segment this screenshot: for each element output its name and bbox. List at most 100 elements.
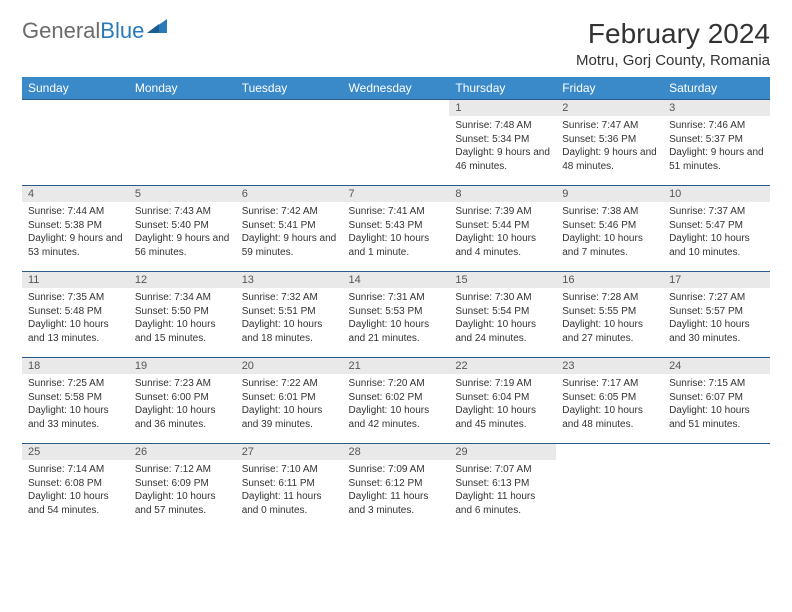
calendar-day-cell (236, 100, 343, 186)
sunrise-text: Sunrise: 7:31 AM (349, 291, 444, 305)
page-header: GeneralBlue February 2024 Motru, Gorj Co… (22, 18, 770, 69)
day-details: Sunrise: 7:34 AMSunset: 5:50 PMDaylight:… (129, 288, 236, 351)
day-number: 12 (129, 272, 236, 288)
day-details: Sunrise: 7:47 AMSunset: 5:36 PMDaylight:… (556, 116, 663, 179)
day-number (343, 100, 450, 116)
sunrise-text: Sunrise: 7:32 AM (242, 291, 337, 305)
month-title: February 2024 (576, 18, 770, 50)
calendar-day-cell: 27Sunrise: 7:10 AMSunset: 6:11 PMDayligh… (236, 444, 343, 530)
calendar-day-cell: 20Sunrise: 7:22 AMSunset: 6:01 PMDayligh… (236, 358, 343, 444)
day-number: 23 (556, 358, 663, 374)
brand-part1: General (22, 18, 100, 44)
sunset-text: Sunset: 6:01 PM (242, 391, 337, 405)
daylight-text: Daylight: 10 hours and 18 minutes. (242, 318, 337, 345)
sunrise-text: Sunrise: 7:27 AM (669, 291, 764, 305)
calendar-day-cell: 16Sunrise: 7:28 AMSunset: 5:55 PMDayligh… (556, 272, 663, 358)
daylight-text: Daylight: 10 hours and 15 minutes. (135, 318, 230, 345)
day-details: Sunrise: 7:27 AMSunset: 5:57 PMDaylight:… (663, 288, 770, 351)
calendar-day-cell: 24Sunrise: 7:15 AMSunset: 6:07 PMDayligh… (663, 358, 770, 444)
day-number: 7 (343, 186, 450, 202)
sunrise-text: Sunrise: 7:07 AM (455, 463, 550, 477)
calendar-day-cell: 12Sunrise: 7:34 AMSunset: 5:50 PMDayligh… (129, 272, 236, 358)
sunset-text: Sunset: 6:04 PM (455, 391, 550, 405)
day-number: 29 (449, 444, 556, 460)
daylight-text: Daylight: 9 hours and 46 minutes. (455, 146, 550, 173)
day-number: 19 (129, 358, 236, 374)
day-details (663, 460, 770, 469)
daylight-text: Daylight: 9 hours and 48 minutes. (562, 146, 657, 173)
sunrise-text: Sunrise: 7:34 AM (135, 291, 230, 305)
day-number: 8 (449, 186, 556, 202)
day-number (129, 100, 236, 116)
day-number: 20 (236, 358, 343, 374)
day-details: Sunrise: 7:17 AMSunset: 6:05 PMDaylight:… (556, 374, 663, 437)
day-details: Sunrise: 7:48 AMSunset: 5:34 PMDaylight:… (449, 116, 556, 179)
daylight-text: Daylight: 10 hours and 33 minutes. (28, 404, 123, 431)
sunset-text: Sunset: 6:13 PM (455, 477, 550, 491)
calendar-day-cell: 19Sunrise: 7:23 AMSunset: 6:00 PMDayligh… (129, 358, 236, 444)
weekday-header: Monday (129, 77, 236, 100)
day-details: Sunrise: 7:38 AMSunset: 5:46 PMDaylight:… (556, 202, 663, 265)
sunset-text: Sunset: 5:58 PM (28, 391, 123, 405)
sunset-text: Sunset: 6:11 PM (242, 477, 337, 491)
sunset-text: Sunset: 5:51 PM (242, 305, 337, 319)
sunrise-text: Sunrise: 7:37 AM (669, 205, 764, 219)
calendar-day-cell: 23Sunrise: 7:17 AMSunset: 6:05 PMDayligh… (556, 358, 663, 444)
day-details (22, 116, 129, 125)
sunset-text: Sunset: 6:05 PM (562, 391, 657, 405)
calendar-table: Sunday Monday Tuesday Wednesday Thursday… (22, 77, 770, 530)
daylight-text: Daylight: 9 hours and 56 minutes. (135, 232, 230, 259)
day-details: Sunrise: 7:19 AMSunset: 6:04 PMDaylight:… (449, 374, 556, 437)
day-details (556, 460, 663, 469)
sunrise-text: Sunrise: 7:15 AM (669, 377, 764, 391)
daylight-text: Daylight: 11 hours and 0 minutes. (242, 490, 337, 517)
sunset-text: Sunset: 5:54 PM (455, 305, 550, 319)
day-number: 16 (556, 272, 663, 288)
day-details (343, 116, 450, 125)
daylight-text: Daylight: 10 hours and 36 minutes. (135, 404, 230, 431)
calendar-day-cell: 8Sunrise: 7:39 AMSunset: 5:44 PMDaylight… (449, 186, 556, 272)
calendar-day-cell: 25Sunrise: 7:14 AMSunset: 6:08 PMDayligh… (22, 444, 129, 530)
day-details: Sunrise: 7:44 AMSunset: 5:38 PMDaylight:… (22, 202, 129, 265)
sunrise-text: Sunrise: 7:42 AM (242, 205, 337, 219)
day-number: 25 (22, 444, 129, 460)
sunrise-text: Sunrise: 7:43 AM (135, 205, 230, 219)
day-details: Sunrise: 7:14 AMSunset: 6:08 PMDaylight:… (22, 460, 129, 523)
weekday-header: Sunday (22, 77, 129, 100)
day-details: Sunrise: 7:07 AMSunset: 6:13 PMDaylight:… (449, 460, 556, 523)
sunrise-text: Sunrise: 7:22 AM (242, 377, 337, 391)
sunrise-text: Sunrise: 7:30 AM (455, 291, 550, 305)
sunset-text: Sunset: 5:43 PM (349, 219, 444, 233)
sunset-text: Sunset: 5:57 PM (669, 305, 764, 319)
day-number: 4 (22, 186, 129, 202)
sunrise-text: Sunrise: 7:19 AM (455, 377, 550, 391)
calendar-day-cell: 29Sunrise: 7:07 AMSunset: 6:13 PMDayligh… (449, 444, 556, 530)
daylight-text: Daylight: 10 hours and 21 minutes. (349, 318, 444, 345)
day-details: Sunrise: 7:37 AMSunset: 5:47 PMDaylight:… (663, 202, 770, 265)
sunrise-text: Sunrise: 7:28 AM (562, 291, 657, 305)
sunset-text: Sunset: 5:47 PM (669, 219, 764, 233)
daylight-text: Daylight: 10 hours and 7 minutes. (562, 232, 657, 259)
calendar-day-cell: 21Sunrise: 7:20 AMSunset: 6:02 PMDayligh… (343, 358, 450, 444)
calendar-day-cell (556, 444, 663, 530)
sunrise-text: Sunrise: 7:17 AM (562, 377, 657, 391)
sunset-text: Sunset: 5:46 PM (562, 219, 657, 233)
calendar-day-cell: 10Sunrise: 7:37 AMSunset: 5:47 PMDayligh… (663, 186, 770, 272)
day-details: Sunrise: 7:41 AMSunset: 5:43 PMDaylight:… (343, 202, 450, 265)
calendar-day-cell: 6Sunrise: 7:42 AMSunset: 5:41 PMDaylight… (236, 186, 343, 272)
sunset-text: Sunset: 5:50 PM (135, 305, 230, 319)
location-label: Motru, Gorj County, Romania (576, 52, 770, 69)
calendar-day-cell: 3Sunrise: 7:46 AMSunset: 5:37 PMDaylight… (663, 100, 770, 186)
daylight-text: Daylight: 10 hours and 10 minutes. (669, 232, 764, 259)
day-number: 13 (236, 272, 343, 288)
day-number (22, 100, 129, 116)
sunrise-text: Sunrise: 7:10 AM (242, 463, 337, 477)
sunset-text: Sunset: 6:00 PM (135, 391, 230, 405)
day-details (236, 116, 343, 125)
brand-logo: GeneralBlue (22, 18, 167, 44)
day-number: 3 (663, 100, 770, 116)
calendar-day-cell: 9Sunrise: 7:38 AMSunset: 5:46 PMDaylight… (556, 186, 663, 272)
daylight-text: Daylight: 10 hours and 24 minutes. (455, 318, 550, 345)
sunrise-text: Sunrise: 7:38 AM (562, 205, 657, 219)
calendar-day-cell: 17Sunrise: 7:27 AMSunset: 5:57 PMDayligh… (663, 272, 770, 358)
